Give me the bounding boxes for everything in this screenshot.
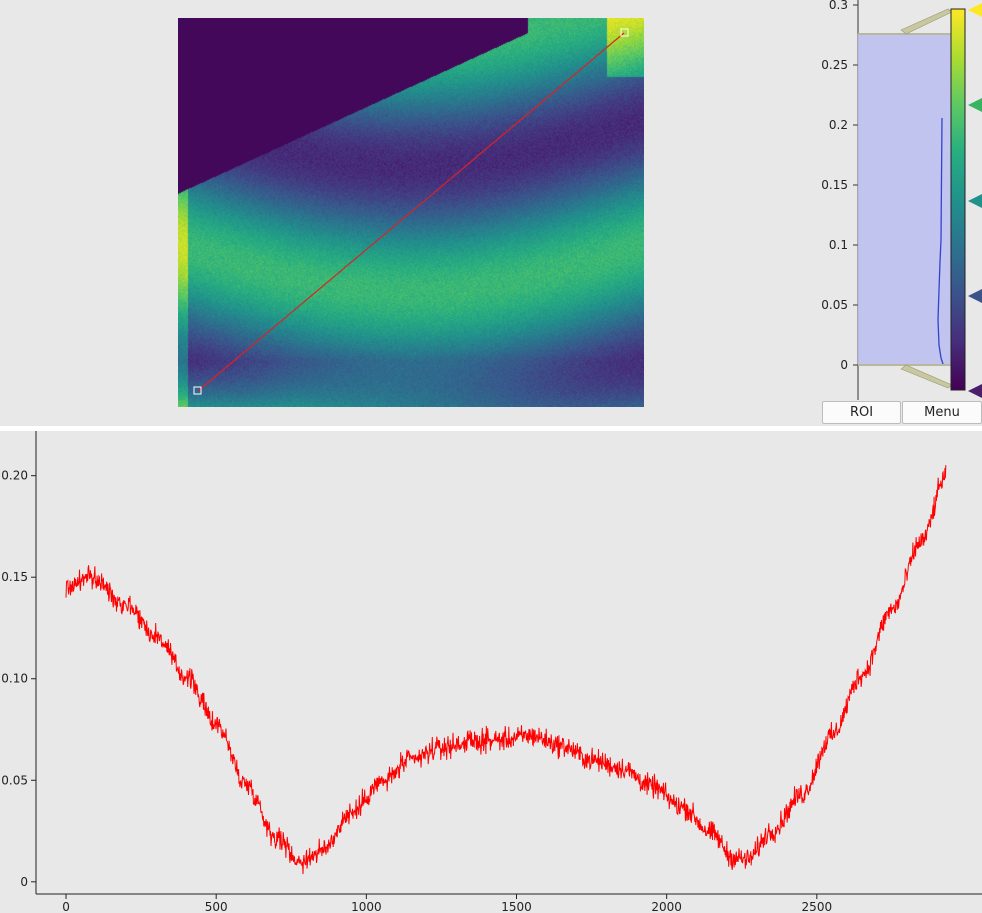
roi-start-handle-icon <box>193 386 202 395</box>
profile-plot[interactable]: 0 0.05 0.10 0.15 0.20 0 500 1000 1500 2000 2500 <box>0 431 982 913</box>
histogram-tick-label: 0.1 <box>829 238 848 252</box>
x-tick-label: 2500 <box>802 900 833 913</box>
histogram-widget[interactable]: 0.3 0.25 0.2 0.15 0.1 0.05 0 <box>800 0 982 400</box>
histogram-level-region <box>857 33 952 366</box>
level-min-connector <box>900 364 953 389</box>
level-max-connector <box>900 8 953 35</box>
histogram-tick-label: 0 <box>840 358 848 372</box>
blue-triangle-icon <box>968 289 982 303</box>
roi-end-handle-icon <box>620 28 629 37</box>
y-tick-label: 0 <box>20 875 28 889</box>
histogram-tick-label: 0.25 <box>821 58 848 72</box>
yellow-triangle-icon <box>968 3 982 17</box>
y-tick-label: 0.10 <box>1 672 28 686</box>
roi-button[interactable]: ROI <box>822 401 901 424</box>
x-tick-label: 500 <box>205 900 228 913</box>
purple-triangle-icon <box>968 384 982 398</box>
x-tick-label: 1500 <box>501 900 532 913</box>
roi-line <box>197 32 625 392</box>
panel-splitter[interactable] <box>0 426 982 431</box>
x-tick-label: 2000 <box>651 900 682 913</box>
y-tick-label: 0.20 <box>1 469 28 483</box>
colorbar <box>950 8 966 391</box>
image-panel: 0.3 0.25 0.2 0.15 0.1 0.05 0 ROI Menu <box>0 0 982 426</box>
histogram-curve <box>937 117 944 365</box>
y-tick-label: 0.05 <box>1 773 28 787</box>
plot-axes: 0 0.05 0.10 0.15 0.20 0 500 1000 1500 2000 2500 <box>1 431 982 913</box>
green-triangle-icon <box>968 98 982 112</box>
histogram-tick-label: 0.2 <box>829 118 848 132</box>
histogram-axis: 0.3 0.25 0.2 0.15 0.1 0.05 0 <box>821 0 859 400</box>
profile-line-series <box>65 465 947 875</box>
y-tick-label: 0.15 <box>1 570 28 584</box>
histogram-tick-label: 0.05 <box>821 298 848 312</box>
x-tick-label: 1000 <box>351 900 382 913</box>
roi-line-overlay[interactable] <box>178 18 644 407</box>
x-tick-label: 0 <box>62 900 70 913</box>
histogram-tick-label: 0.3 <box>829 0 848 12</box>
histogram-tick-label: 0.15 <box>821 178 848 192</box>
teal-triangle-icon <box>968 194 982 208</box>
menu-button[interactable]: Menu <box>902 401 982 424</box>
